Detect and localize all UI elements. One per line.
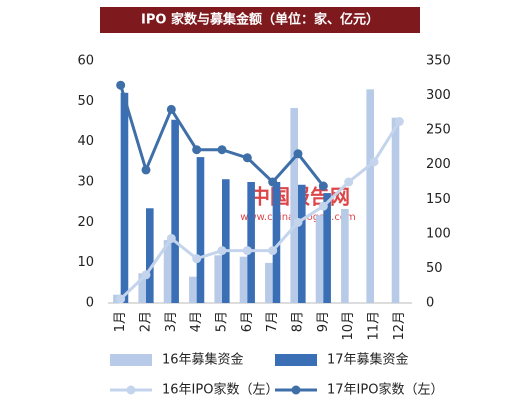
line-marker: [268, 177, 278, 187]
bar: [391, 117, 400, 303]
line-marker: [217, 145, 227, 155]
bar: [290, 108, 298, 303]
y2-tick-label: 100: [426, 226, 451, 241]
bar: [366, 89, 374, 303]
y2-tick-label: 50: [426, 261, 443, 276]
y2-tick-label: 250: [426, 123, 451, 138]
bar: [163, 240, 172, 303]
y-tick-label: 30: [77, 175, 94, 190]
bar: [265, 262, 273, 303]
legend-label: 16年募集资金: [162, 352, 244, 368]
line-marker: [141, 270, 151, 280]
y2-tick-label: 300: [426, 88, 451, 103]
bar: [146, 208, 154, 303]
bar: [138, 273, 146, 303]
y-tick-label: 0: [86, 296, 94, 311]
x-tick-label: 6月: [240, 311, 255, 332]
line-marker: [242, 246, 252, 256]
legend-marker: [291, 385, 301, 395]
x-tick-label: 4月: [189, 311, 204, 332]
line-marker: [116, 80, 126, 90]
bar: [239, 256, 248, 303]
x-tick-label: 5月: [215, 311, 230, 332]
y-tick-label: 20: [77, 215, 94, 230]
y-tick-label: 50: [77, 94, 94, 109]
x-tick-label: 11月: [367, 311, 382, 341]
x-tick-label: 2月: [139, 311, 154, 332]
line-marker: [293, 217, 303, 227]
line-marker: [141, 165, 151, 175]
bar: [247, 182, 255, 303]
legend-label: 16年IPO家数（左）: [162, 382, 278, 398]
bar: [120, 92, 129, 303]
y-tick-label: 10: [77, 255, 94, 270]
line-marker: [318, 201, 328, 211]
bar: [323, 193, 331, 303]
title-banner: [100, 7, 420, 33]
legend-label: 17年IPO家数（左）: [327, 382, 443, 398]
line-marker: [293, 149, 303, 159]
line-marker: [242, 153, 252, 163]
x-tick-label: 1月: [113, 311, 128, 332]
line-marker: [318, 181, 328, 191]
line-marker: [268, 246, 278, 256]
bar: [171, 119, 179, 304]
x-tick-label: 3月: [164, 311, 179, 332]
line-marker: [192, 254, 202, 264]
bar: [341, 208, 349, 303]
y2-tick-label: 150: [426, 192, 451, 207]
bar: [214, 255, 222, 303]
y2-tick-label: 350: [426, 54, 451, 69]
y2-tick-label: 0: [426, 296, 434, 311]
x-tick-label: 7月: [265, 311, 280, 332]
legend-swatch: [110, 354, 152, 366]
line-marker: [166, 233, 176, 243]
bar: [298, 184, 306, 303]
x-tick-label: 9月: [316, 311, 331, 332]
y-tick-label: 40: [77, 134, 94, 149]
y2-tick-label: 200: [426, 157, 451, 172]
bar: [222, 179, 230, 303]
chart-title: IPO 家数与募集金额（单位：家、亿元）: [141, 12, 379, 28]
x-tick-label: 10月: [341, 311, 356, 341]
line-marker: [369, 157, 379, 167]
line-marker: [217, 246, 227, 256]
line-marker: [192, 145, 202, 155]
legend-label: 17年募集资金: [327, 352, 409, 368]
line-marker: [394, 117, 404, 126]
bar: [272, 182, 281, 303]
line: [119, 120, 401, 301]
x-tick-label: 8月: [291, 311, 306, 332]
line-marker: [116, 294, 126, 304]
bar: [189, 276, 197, 303]
bar: [196, 157, 205, 303]
legend-marker: [126, 385, 136, 395]
y-tick-label: 60: [77, 54, 94, 69]
line-marker: [166, 104, 176, 114]
line-marker: [344, 177, 354, 187]
bar: [315, 215, 324, 303]
legend-swatch: [275, 354, 317, 366]
x-tick-label: 12月: [392, 311, 407, 341]
